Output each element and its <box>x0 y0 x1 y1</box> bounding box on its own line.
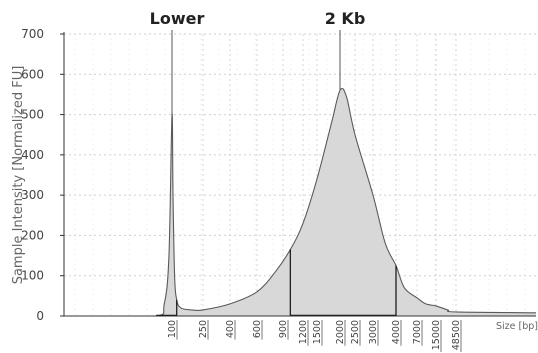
y-tick-label: 0 <box>36 309 44 323</box>
y-tick-label: 500 <box>21 108 44 122</box>
x-tick-label: 2000 <box>335 320 346 344</box>
x-tick-label: 1500 <box>312 320 323 344</box>
peak-annotations: Lower 2 Kb <box>150 9 366 115</box>
x-tick-label: 600 <box>252 320 263 338</box>
x-axis-label: Size [bp] <box>496 321 538 332</box>
x-tick-label: 15000 <box>431 320 442 350</box>
y-axis-label: Sample Intensity [Normalized FU] <box>11 66 26 285</box>
x-tick-label: 7000 <box>412 320 423 344</box>
series-layer <box>94 87 537 317</box>
x-tick-label: 48500 <box>451 320 462 350</box>
x-tick-labels: 100 250 400 600 900 1200 1500 2000 2500 3000 4000 7… <box>167 320 462 352</box>
series-area <box>95 88 536 316</box>
y-tick-labels: 0 100 200 300 400 500 600 700 <box>21 27 64 323</box>
x-tick-label: 4000 <box>391 320 402 344</box>
y-tick-label: 200 <box>21 228 44 242</box>
x-tick-label: 2500 <box>350 320 361 344</box>
x-tick-label: 1200 <box>298 320 309 344</box>
y-tick-label: 700 <box>21 27 44 41</box>
peak-label: 2 Kb <box>325 9 366 28</box>
x-tick-label: 100 <box>167 320 178 338</box>
x-tick-label: 250 <box>198 320 209 338</box>
series-line <box>94 87 537 317</box>
y-tick-label: 100 <box>21 269 44 283</box>
y-tick-label: 600 <box>21 67 44 81</box>
y-tick-label: 300 <box>21 188 44 202</box>
peak-label: Lower <box>150 9 205 28</box>
y-tick-label: 400 <box>21 148 44 162</box>
axes <box>63 32 536 317</box>
x-tick-label: 400 <box>225 320 236 338</box>
x-tick-label: 900 <box>278 320 289 338</box>
x-tick-label: 3000 <box>368 320 379 344</box>
